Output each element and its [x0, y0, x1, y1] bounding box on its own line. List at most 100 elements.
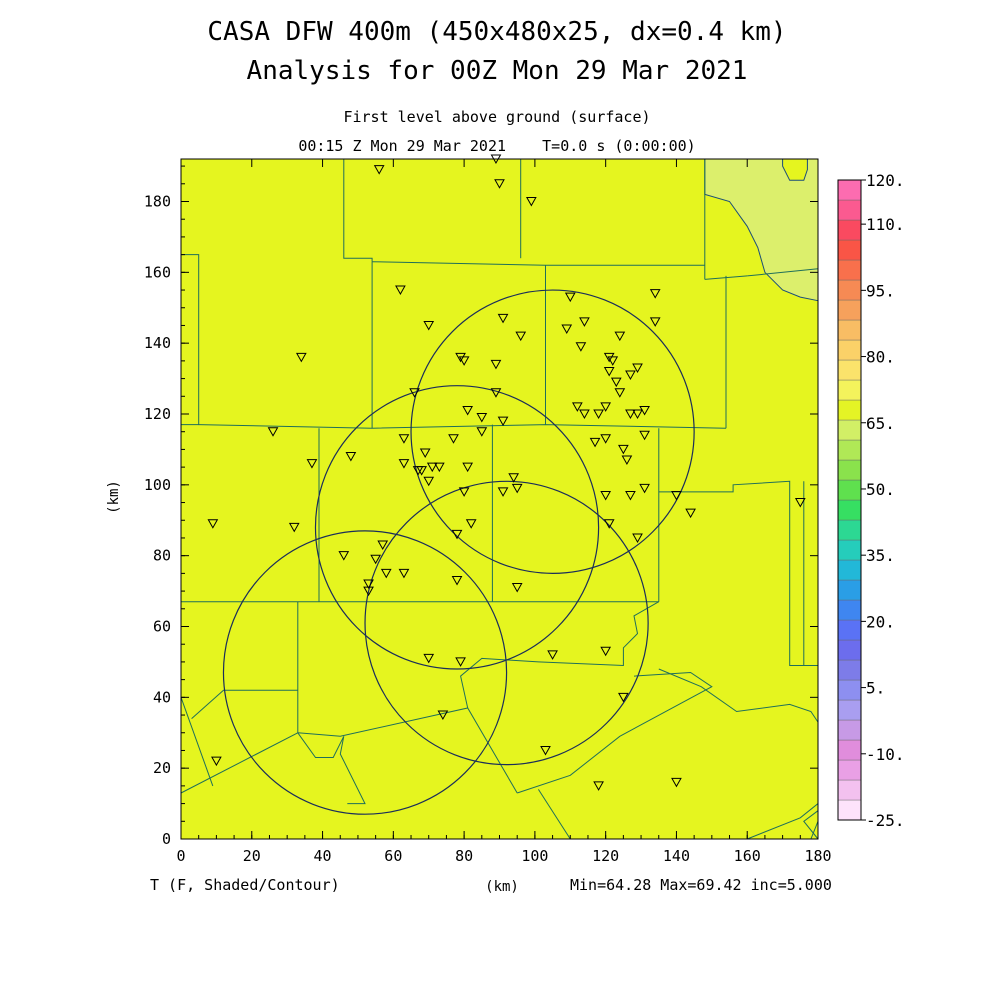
station-marker [295, 352, 307, 363]
colorbar-cell [837, 579, 862, 601]
colorbar-label: 65. [866, 414, 895, 433]
station-marker [639, 483, 650, 494]
station-marker [593, 409, 604, 420]
station-marker [458, 356, 470, 366]
colorbar: 120. 110. 95. 80. 65. 50. 35. 20. 5. -10. -25. [837, 171, 905, 830]
station-marker [373, 165, 385, 175]
station-marker [363, 579, 374, 590]
county-boundary [460, 601, 660, 709]
station-marker [494, 179, 505, 189]
y-axis-label: (km) [106, 480, 122, 514]
station-marker [363, 586, 374, 597]
colorbar-label: 110. [866, 215, 905, 234]
station-marker [649, 289, 661, 299]
colorbar-cell [837, 239, 862, 261]
colorbar-cell [837, 679, 862, 701]
station-marker [621, 455, 633, 466]
station-marker [561, 324, 573, 335]
y-tick-label: 20 [153, 759, 171, 777]
station-marker [632, 409, 643, 420]
colorbar-cell [837, 319, 862, 341]
station-marker [614, 388, 626, 398]
level-label: First level above ground (surface) [343, 108, 650, 126]
station-marker [497, 487, 509, 497]
station-marker [458, 487, 470, 497]
colorbar-label: -25. [866, 811, 905, 830]
y-tick-label: 140 [144, 334, 171, 352]
station-marker [511, 583, 523, 593]
colorbar-cell [837, 599, 862, 621]
y-tick-label: 40 [153, 688, 171, 706]
station-marker [614, 331, 626, 342]
station-marker [625, 370, 636, 381]
county-boundary [343, 159, 373, 262]
x-tick-label: 80 [455, 847, 473, 865]
station-marker [575, 342, 587, 352]
county-boundary [181, 254, 200, 426]
county-boundary [803, 810, 819, 840]
station-marker [377, 540, 389, 551]
y-tick-label: 0 [162, 830, 171, 848]
colorbar-label: 95. [866, 281, 895, 300]
station-marker [370, 554, 381, 565]
radar-range-ring [364, 480, 649, 766]
station-marker [572, 402, 583, 412]
station-marker [639, 405, 650, 416]
station-marker [398, 459, 410, 469]
station-marker [448, 434, 459, 444]
colorbar-cell [837, 439, 862, 461]
x-tick-label: 140 [663, 847, 690, 865]
colorbar-cell [837, 279, 862, 301]
station-marker [395, 285, 406, 296]
station-marker [398, 434, 410, 444]
station-marker [515, 331, 527, 342]
x-tick-label: 20 [243, 847, 261, 865]
station-marker [207, 519, 219, 529]
county-boundary [747, 268, 819, 277]
county-boundary [180, 732, 299, 794]
station-marker [338, 551, 350, 561]
station-marker [525, 197, 537, 207]
station-marker [497, 313, 509, 324]
colorbar-cell [837, 299, 862, 321]
station-marker [419, 448, 431, 458]
station-marker [462, 462, 474, 473]
station-marker [426, 462, 438, 473]
x-axis-label: (km) [485, 879, 519, 895]
station-marker [547, 650, 558, 660]
variable-label: T (F, Shaded/Contour) [150, 876, 340, 894]
station-marker [462, 405, 474, 416]
x-tick-label: 0 [176, 847, 185, 865]
station-marker [632, 363, 643, 373]
colorbar-cell [837, 519, 862, 541]
y-tick-label: 180 [144, 193, 171, 211]
radar-range-ring [222, 530, 508, 815]
colorbar-cell [837, 759, 862, 781]
colorbar-cell [837, 259, 862, 281]
station-marker [423, 320, 435, 331]
x-tick-label: 180 [804, 847, 831, 865]
colorbar-cell [837, 539, 862, 561]
station-marker [490, 359, 502, 370]
station-marker [671, 777, 682, 788]
x-tick-label: 100 [521, 847, 548, 865]
station-marker [603, 519, 615, 529]
station-marker [685, 508, 696, 519]
county-boundary [658, 480, 818, 666]
station-marker [600, 434, 612, 444]
x-tick-label: 60 [384, 847, 402, 865]
station-marker [306, 459, 318, 469]
colorbar-cell [837, 659, 862, 681]
station-marker [465, 519, 477, 529]
county-boundary [297, 707, 518, 794]
colorbar-cell [837, 379, 862, 401]
station-marker [380, 568, 392, 579]
x-tick-label: 120 [592, 847, 619, 865]
station-marker [593, 781, 604, 791]
station-marker [564, 292, 576, 303]
colorbar-label: 35. [866, 546, 895, 565]
station-marker [455, 657, 466, 667]
temperature-field [181, 159, 818, 839]
colorbar-frame [837, 179, 862, 821]
